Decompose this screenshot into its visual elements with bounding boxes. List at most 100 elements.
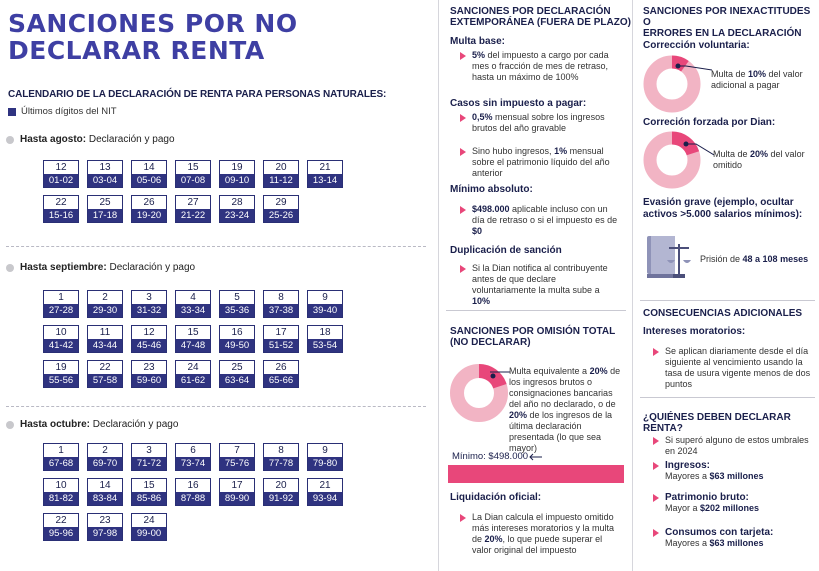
calendar-grid-agosto: 12 01-02 13 03-04 14 05-06 15 07-08 19 09-10 20 11-… [43,160,343,223]
calendar-cell: 8 37-38 [263,290,299,318]
calendar-day: 23 [132,361,166,374]
calendar-nit-digits: 67-68 [44,457,78,470]
calendar-cell: 11 43-44 [87,325,123,353]
bullet-dot-icon [6,420,14,429]
calendar-cell: 28 23-24 [219,195,255,223]
calendar-day: 17 [264,326,298,339]
calendar-cell: 6 73-74 [175,443,211,471]
calendar-cell: 13 03-04 [87,160,123,188]
omision-minimo: Mínimo: $498.000 [452,451,543,462]
calendar-cell: 19 55-56 [43,360,79,388]
calendar-nit-digits: 97-98 [88,527,122,540]
calendar-cell: 10 41-42 [43,325,79,353]
calendar-nit-digits: 79-80 [308,457,342,470]
calendar-cell: 17 89-90 [219,478,255,506]
pink-arrow-icon [653,348,659,356]
calendar-day: 9 [308,291,342,304]
calendar-cell: 1 67-68 [43,443,79,471]
calendar-day: 23 [88,514,122,527]
umbral-patrimonio: Patrimonio bruto: Mayor a $202 millones [653,492,813,514]
calendar-cell: 19 09-10 [219,160,255,188]
calendar-nit-digits: 23-24 [220,209,254,222]
calendar-cell: 26 65-66 [263,360,299,388]
calendar-legend: Últimos dígitos del NIT [8,106,117,117]
pink-arrow-icon [460,206,466,214]
umbral-consumos: Consumos con tarjeta: Mayores a $63 millo… [653,527,813,549]
calendar-day: 22 [88,361,122,374]
pointer-line [678,65,712,71]
group-label-octubre: Hasta octubre: Declaración y pago [6,419,178,430]
voluntaria-donut-chart [643,55,701,113]
calendar-day: 19 [220,161,254,174]
pink-arrow-icon [653,462,659,470]
calendar-cell: 22 15-16 [43,195,79,223]
section-divider [446,310,626,311]
calendar-day: 24 [132,514,166,527]
duplicacion-label: Duplicación de sanción [450,245,562,256]
calendar-day: 3 [132,291,166,304]
calendar-nit-digits: 37-38 [264,304,298,317]
column-divider [438,0,439,571]
calendar-day: 9 [308,444,342,457]
calendar-day: 26 [264,361,298,374]
evasion-label: Evasión grave (ejemplo, ocultar activos … [643,197,803,220]
donut-pointer-dot [490,373,496,379]
calendar-day: 14 [88,479,122,492]
liquidacion-label: Liquidación oficial: [450,492,542,503]
dian-donut-chart [643,131,701,189]
calendar-nit-digits: 89-90 [220,492,254,505]
calendar-day: 8 [264,444,298,457]
calendar-day: 7 [220,444,254,457]
calendar-cell: 29 25-26 [263,195,299,223]
calendar-nit-digits: 51-52 [264,339,298,352]
calendar-nit-digits: 45-46 [132,339,166,352]
section-divider [640,300,815,301]
calendar-grid-octubre: 1 67-68 2 69-70 3 71-72 6 73-74 7 75-76 8 77-78 9 79-… [43,443,343,541]
quienes-title: ¿QUIÉNES DEBEN DECLARAR RENTA? [643,412,791,434]
calendar-cell: 22 95-96 [43,513,79,541]
column-divider [632,0,633,571]
group-label-septiembre: Hasta septiembre: Declaración y pago [6,262,195,273]
calendar-nit-digits: 15-16 [44,209,78,222]
calendar-day: 2 [88,444,122,457]
calendar-cell: 23 97-98 [87,513,123,541]
calendar-heading: CALENDARIO DE LA DECLARACIÓN DE RENTA PA… [8,89,387,100]
casos-label: Casos sin impuesto a pagar: [450,98,587,109]
calendar-nit-digits: 33-34 [176,304,210,317]
calendar-day: 11 [88,326,122,339]
calendar-day: 27 [176,196,210,209]
calendar-nit-digits: 07-08 [176,174,210,187]
calendar-nit-digits: 01-02 [44,174,78,187]
calendar-nit-digits: 59-60 [132,374,166,387]
calendar-cell: 8 77-78 [263,443,299,471]
calendar-cell: 27 21-22 [175,195,211,223]
calendar-day: 1 [44,444,78,457]
calendar-nit-digits: 39-40 [308,304,342,317]
calendar-cell: 2 69-70 [87,443,123,471]
calendar-cell: 15 85-86 [131,478,167,506]
calendar-cell: 5 35-36 [219,290,255,318]
omision-donut-chart [450,364,508,422]
divider [6,406,426,407]
calendar-day: 20 [264,479,298,492]
calendar-day: 12 [132,326,166,339]
calendar-day: 16 [220,326,254,339]
calendar-day: 10 [44,479,78,492]
calendar-nit-digits: 65-66 [264,374,298,387]
calendar-nit-digits: 27-28 [44,304,78,317]
calendar-cell: 21 13-14 [307,160,343,188]
calendar-cell: 12 01-02 [43,160,79,188]
calendar-nit-digits: 75-76 [220,457,254,470]
calendar-cell: 15 47-48 [175,325,211,353]
calendar-nit-digits: 99-00 [132,527,166,540]
calendar-cell: 24 61-62 [175,360,211,388]
calendar-nit-digits: 43-44 [88,339,122,352]
calendar-cell: 25 63-64 [219,360,255,388]
calendar-day: 18 [308,326,342,339]
minimo-label: Mínimo absoluto: [450,184,533,195]
dian-text: Multa de 20% del valor omitido [713,149,805,170]
prision-text: Prisión de 48 a 108 meses [700,254,809,264]
calendar-day: 5 [220,291,254,304]
calendar-day: 21 [308,479,342,492]
pink-arrow-icon [460,265,466,273]
